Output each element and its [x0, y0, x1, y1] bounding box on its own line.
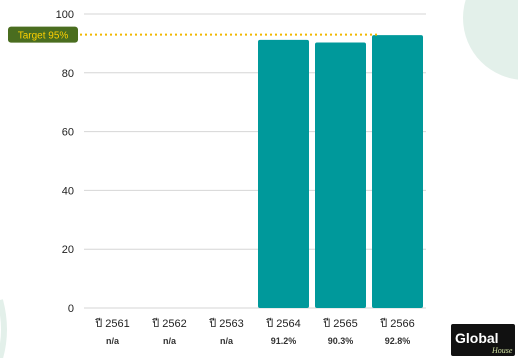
- target-label: Target 95%: [18, 31, 69, 42]
- logo-sub-text: House: [491, 346, 513, 355]
- x-tick-label: ปี 2565: [322, 317, 358, 330]
- x-tick-label: ปี 2564: [265, 317, 301, 330]
- x-tick-label: ปี 2566: [379, 317, 415, 330]
- data-label: n/a: [163, 336, 177, 346]
- logo-background: [451, 324, 515, 356]
- logo-main-text: Global: [455, 330, 499, 346]
- data-label: 92.8%: [385, 336, 411, 346]
- bars: [258, 35, 423, 308]
- y-tick-label: 0: [68, 303, 74, 315]
- data-label: 91.2%: [271, 336, 297, 346]
- y-tick-label: 80: [62, 68, 74, 80]
- x-axis-labels: ปี 2561 n/a ปี 2562 n/a ปี 2563 n/a ปี 2564 91.…: [94, 317, 415, 346]
- x-tick-label: ปี 2561: [94, 317, 130, 330]
- data-label: 90.3%: [328, 336, 354, 346]
- data-label: n/a: [220, 336, 234, 346]
- y-tick-label: 60: [62, 127, 74, 139]
- target-line-group: Target 95%: [8, 26, 380, 43]
- y-tick-label: 40: [62, 185, 74, 197]
- y-tick-label: 20: [62, 244, 74, 256]
- data-label: n/a: [106, 336, 120, 346]
- bar: [315, 42, 366, 308]
- bar: [372, 35, 423, 308]
- bar: [258, 39, 309, 308]
- grid-lines: [84, 13, 426, 309]
- x-tick-label: ปี 2562: [151, 317, 187, 330]
- y-axis-ticks: 0 20 40 60 80 100: [56, 9, 74, 315]
- global-house-logo: Global House: [451, 324, 515, 356]
- y-tick-label: 100: [56, 9, 74, 21]
- left-edge-decoration: [0, 299, 7, 358]
- x-tick-label: ปี 2563: [208, 317, 244, 330]
- target-badge: [8, 26, 78, 43]
- corner-decoration: [463, 0, 518, 80]
